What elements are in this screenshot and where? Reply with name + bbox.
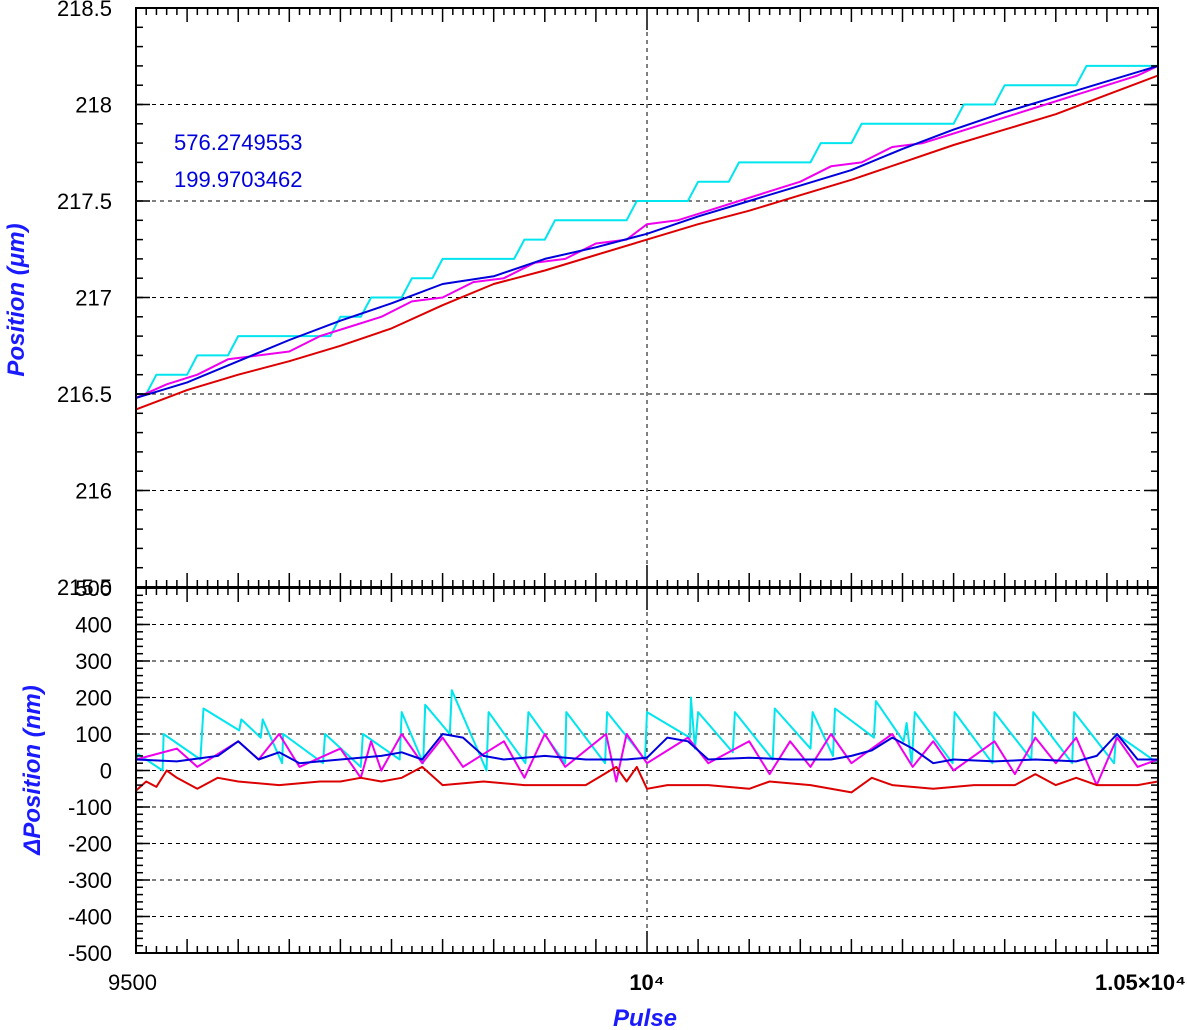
delta-position-y-tick-label: -200 [68,832,112,857]
delta-position-series [135,689,1159,794]
delta-position-frame [135,587,1159,954]
delta-position-y-tick-label: -300 [68,868,112,893]
position-y-tick-label: 217 [75,286,112,311]
x-tick-label: 1.05×10⁴ [1095,970,1186,995]
position-series-3 [135,64,1159,399]
position-y-tick-label: 218.5 [57,0,112,21]
position-y-axis-label: Position (μm) [3,223,30,376]
delta-position-series-3 [135,733,1158,765]
position-series [135,64,1159,411]
delta-position-y-tick-label: 500 [75,576,112,601]
delta-position-y-tick-label: 200 [75,686,112,711]
position-y-tick-labels: 215.5 216 216.5 217 217.5 218 218.5 [57,0,112,600]
position-y-tick-label: 217.5 [57,189,112,214]
delta-position-y-tick-label: 400 [75,613,112,638]
position-y-tick-label: 216.5 [57,382,112,407]
x-tick-label: 10⁴ [629,970,664,995]
position-panel: 215.5 216 216.5 217 217.5 218 218.5 Position (… [3,0,1159,600]
position-series-2 [135,64,1159,399]
delta-position-series-4 [135,765,1159,794]
delta-position-y-tick-label: 100 [75,722,112,747]
delta-position-y-tick-label: -400 [68,905,112,930]
delta-position-ticks [135,587,1159,954]
delta-position-grid [136,588,1158,953]
position-grid [136,8,1158,587]
delta-position-y-tick-label: 300 [75,649,112,674]
x-tick-labels: 9500 10⁴ 1.05×10⁴ [108,970,1186,995]
delta-position-y-tick-label: 0 [100,759,112,784]
annotation-1: 576.2749553 [174,130,302,155]
annotation-2: 199.9703462 [174,167,302,192]
delta-position-y-tick-label: -100 [68,795,112,820]
delta-position-y-tick-label: -500 [68,941,112,966]
position-y-tick-label: 215.5 [57,575,112,600]
delta-position-series-2 [135,733,1159,787]
delta-position-y-tick-labels: -500 -400 -300 -200 -100 0 100 200 300 400 500 [68,576,112,966]
delta-position-panel: -500 -400 -300 -200 -100 0 100 200 300 400 500 950… [19,576,1186,1030]
x-axis-label: Pulse [613,1005,677,1030]
x-tick-label: 9500 [108,970,157,995]
position-y-tick-label: 216 [75,479,112,504]
position-y-tick-label: 218 [75,93,112,118]
delta-position-y-axis-label: ΔPosition (nm) [19,685,46,855]
position-series-4 [135,74,1159,411]
